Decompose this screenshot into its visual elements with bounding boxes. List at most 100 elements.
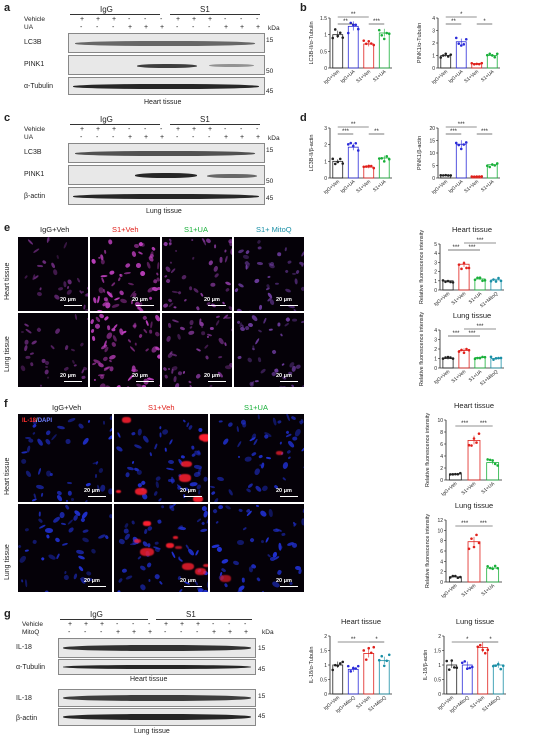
data-point: [369, 164, 373, 168]
x-tick-label: S1+Veh: [463, 69, 480, 85]
chart-g2: 0 0.5 1 1.5 2 IL-18/β-actin Lung tissue IgG+Veh…: [423, 617, 506, 715]
blot-il18-lung: [58, 689, 256, 707]
sign-mark: +: [144, 134, 149, 141]
bar: [442, 280, 454, 291]
x-tick-label: IgG+Veh: [323, 69, 342, 86]
sign-mark: +: [84, 621, 89, 628]
data-point: [356, 27, 360, 31]
chart-f1: 0 2 4 6 8 10 Relative fluorescence intensity He…: [425, 401, 502, 498]
data-point: [367, 164, 371, 168]
bar: [378, 660, 390, 695]
y-tick-label: 10: [437, 418, 443, 424]
data-point: [346, 664, 350, 668]
sign-mark: -: [116, 621, 119, 628]
sign-mark: -: [112, 134, 115, 141]
data-point: [496, 464, 499, 467]
data-point: [463, 660, 467, 663]
data-point: [372, 645, 376, 649]
y-tick-label: 1: [432, 54, 435, 60]
significance-label: *: [375, 637, 378, 643]
micrograph-tile: 20 μm: [18, 313, 88, 387]
data-point: [364, 165, 368, 168]
y-tick-label: 2: [432, 41, 435, 47]
y-axis-label: Relative fluorescence intensity: [419, 312, 425, 387]
data-point: [467, 266, 471, 270]
data-point: [441, 174, 445, 177]
stain-label: IL-18/DAPI: [22, 418, 52, 424]
y-axis-label: PINK1/β-actin: [417, 136, 423, 170]
panel-letter-b: b: [300, 2, 307, 14]
micrograph-tile: 20 μm: [114, 504, 208, 592]
stain-label-dapi: DAPI: [37, 418, 53, 424]
chart-title: Lung tissue: [455, 501, 493, 510]
panel-letter-a: a: [4, 2, 11, 14]
significance-label: ***: [468, 331, 476, 337]
sign-mark: +: [208, 16, 213, 23]
x-tick-label: S1+UA: [480, 582, 496, 597]
data-point: [476, 356, 479, 360]
bar: [332, 664, 344, 695]
data-point: [380, 33, 384, 37]
y-tick-label: 4: [434, 328, 437, 334]
data-point: [439, 56, 443, 59]
data-point: [478, 356, 482, 360]
sign-mark: -: [256, 126, 259, 133]
data-point: [476, 645, 480, 649]
sign-mark: -: [100, 629, 103, 636]
data-point: [331, 36, 335, 40]
data-point: [493, 462, 497, 466]
data-point: [382, 664, 386, 668]
blot-actin-lung: [58, 708, 256, 726]
blot-caption-lung: Lung tissue: [134, 728, 170, 735]
data-point: [462, 261, 466, 265]
sign-mark: +: [100, 621, 105, 628]
y-tick-label: 1: [324, 33, 327, 39]
scale-bar-label: 20 μm: [180, 578, 196, 584]
sign-mark: +: [228, 629, 233, 636]
data-point: [460, 267, 463, 271]
y-tick-label: 4: [440, 559, 443, 565]
data-point: [462, 351, 466, 355]
blot-lc3b-heart: [68, 33, 265, 53]
y-tick-label: 5: [432, 164, 435, 170]
sign-mark: -: [240, 126, 243, 133]
mw-15: 15: [266, 37, 274, 44]
y-tick-label: 12: [437, 518, 443, 524]
y-tick-label: 0.5: [320, 49, 327, 55]
data-point: [481, 648, 485, 652]
y-tick-label: 3: [432, 29, 435, 35]
sign-mark: +: [160, 24, 165, 31]
data-point: [457, 143, 461, 147]
data-point: [477, 62, 481, 66]
sign-mark: +: [256, 134, 261, 141]
data-point: [450, 659, 454, 662]
scale-bar-label: 20 μm: [132, 373, 148, 379]
blot-pink1-lung: [68, 165, 265, 185]
bar: [347, 25, 359, 69]
sign-mark: -: [164, 629, 167, 636]
x-tick-label: S1+Veh: [463, 179, 480, 195]
data-point: [446, 279, 450, 283]
micrograph-tile: 20 μm: [234, 313, 304, 387]
data-point: [465, 266, 468, 270]
sign-mark: -: [148, 621, 151, 628]
data-point: [455, 666, 459, 670]
data-point: [465, 667, 469, 671]
sign-mark: -: [80, 134, 83, 141]
data-point: [454, 141, 458, 145]
mw-45: 45: [266, 88, 274, 95]
data-point: [486, 564, 489, 568]
x-tick-label: IgG+UA: [448, 178, 466, 194]
data-point: [457, 42, 461, 45]
data-point: [488, 52, 492, 56]
data-point: [476, 276, 479, 280]
data-point: [444, 52, 448, 56]
data-point: [338, 662, 342, 665]
sign-mark: +: [192, 16, 197, 23]
kda-label: kDa: [262, 629, 274, 636]
x-tick-label: S1+Veh: [460, 583, 477, 599]
sign-mark: +: [164, 621, 169, 628]
y-tick-label: 15: [429, 139, 435, 145]
y-axis-label: Relative fluorescence intensity: [425, 514, 431, 589]
sign-mark: +: [224, 24, 229, 31]
